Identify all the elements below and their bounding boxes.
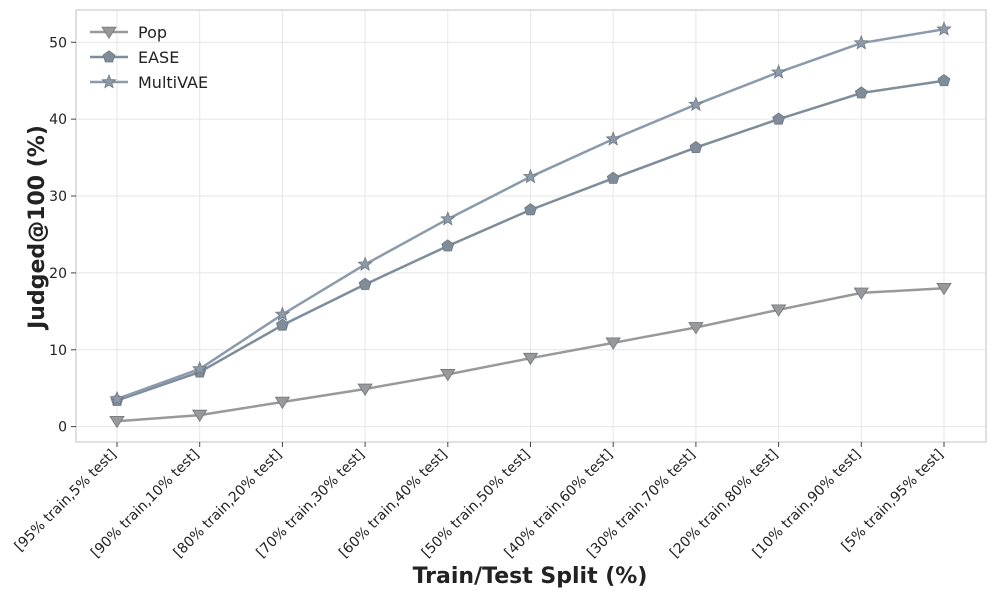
data-point-pop <box>688 322 704 335</box>
data-point-pop <box>605 337 621 350</box>
data-point-multivae <box>605 131 621 146</box>
data-point-ease <box>937 74 951 87</box>
data-point-ease <box>358 277 372 290</box>
data-point-pop <box>853 287 870 300</box>
y-axis-title: Judged@100 (%) <box>25 125 50 331</box>
y-tick-label: 0 <box>58 420 67 436</box>
data-point-ease <box>772 112 785 125</box>
data-point-multivae <box>770 64 787 79</box>
data-point-multivae <box>357 256 373 272</box>
legend-item-ease: EASE <box>90 48 179 67</box>
data-point-pop <box>191 409 208 423</box>
data-point-ease <box>276 318 289 331</box>
data-point-pop <box>440 369 456 382</box>
data-point-multivae <box>853 34 870 50</box>
data-point-pop <box>109 415 125 429</box>
series-layer <box>109 21 952 429</box>
data-point-pop <box>357 383 373 397</box>
series-pop <box>109 282 952 429</box>
data-point-pop <box>522 352 539 366</box>
data-point-ease <box>854 86 868 99</box>
legend: Pop EASE MultiVAE <box>90 23 208 92</box>
y-axis: 0 10 20 30 40 50 <box>49 35 76 436</box>
y-tick-label: 40 <box>49 112 67 128</box>
data-point-multivae <box>440 210 456 226</box>
data-point-multivae <box>522 168 539 184</box>
data-point-ease <box>606 171 620 184</box>
y-tick-label: 30 <box>49 189 67 205</box>
x-axis: [95% train,5% test][90% train,10% test][… <box>12 442 947 561</box>
y-tick-label: 50 <box>49 35 67 51</box>
legend-label-multivae: MultiVAE <box>138 73 208 92</box>
data-point-multivae <box>936 21 952 36</box>
y-tick-label: 20 <box>49 266 67 282</box>
y-tick-label: 10 <box>49 343 67 359</box>
data-point-ease <box>524 203 537 216</box>
data-point-ease <box>689 140 703 154</box>
legend-marker-ease <box>102 50 116 63</box>
legend-marker-multivae <box>101 73 117 89</box>
legend-item-multivae: MultiVAE <box>90 73 208 92</box>
data-point-multivae <box>688 96 704 112</box>
legend-item-pop: Pop <box>90 23 167 42</box>
data-point-ease <box>441 239 455 252</box>
data-point-multivae <box>274 306 291 321</box>
series-multivae <box>109 21 952 406</box>
data-point-pop <box>274 396 291 410</box>
data-point-pop <box>770 304 787 317</box>
x-axis-title: Train/Test Split (%) <box>413 564 648 589</box>
legend-label-ease: EASE <box>138 48 179 67</box>
grid <box>76 10 986 442</box>
legend-marker-pop <box>101 26 117 40</box>
data-point-pop <box>936 282 952 296</box>
legend-label-pop: Pop <box>138 23 167 42</box>
data-point-multivae <box>191 360 208 376</box>
data-point-multivae <box>109 390 125 406</box>
